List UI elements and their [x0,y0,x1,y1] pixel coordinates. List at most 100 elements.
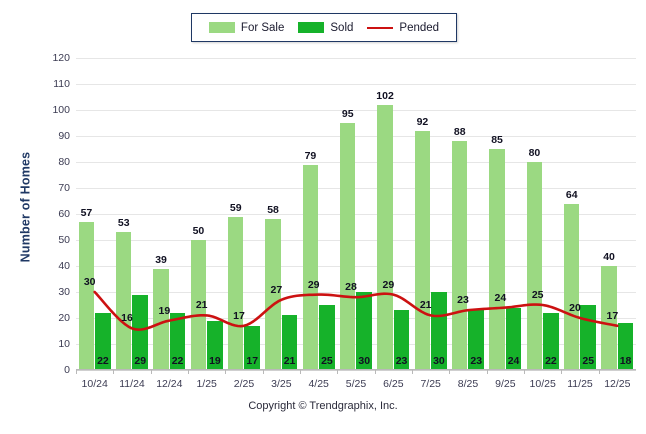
y-tick-label-80: 80 [58,156,70,168]
x-tick-mark [337,370,339,374]
x-tick-label-11-25: 11/25 [567,378,593,390]
data-label-pended: 17 [233,309,245,322]
gridline-10 [76,344,636,345]
data-label-for-sale: 92 [416,115,429,128]
data-label-pended: 20 [569,302,581,314]
bar-for-sale[interactable] [115,232,132,370]
data-label-pended: 16 [121,312,133,325]
y-tick-label-70: 70 [58,182,70,194]
data-label-for-sale: 102 [376,89,394,102]
data-label-pended: 29 [382,278,395,291]
y-tick-label-30: 30 [58,286,70,298]
gridline-50 [76,240,636,241]
x-tick-label-9-25: 9/25 [495,378,516,390]
data-label-sold: 22 [97,355,109,367]
y-tick-label-120: 120 [52,52,70,64]
bar-group: 92 30 [412,58,449,370]
x-tick-label-10-25: 10/25 [529,378,556,390]
data-label-pended: 19 [158,304,171,317]
bar-group: 95 30 [337,58,374,370]
bar-for-sale[interactable] [526,162,543,370]
gridline-90 [76,136,636,137]
data-label-pended: 23 [457,294,469,307]
x-tick-label-10-24: 10/24 [81,378,108,390]
x-tick-mark [76,370,77,374]
bar-for-sale[interactable] [302,164,319,370]
legend-item-sold[interactable]: Sold [298,22,353,34]
bar-group: 59 17 [225,58,262,370]
bar-for-sale[interactable] [227,216,244,370]
bar-sold[interactable] [207,320,223,370]
chart-legend: For Sale Sold Pended [191,13,457,42]
x-tick-mark [598,370,600,374]
gridline-100 [76,110,636,111]
legend-swatch-sold-icon [298,22,325,33]
data-label-sold: 22 [545,355,557,367]
bar-for-sale[interactable] [414,130,431,370]
x-tick-mark [113,370,115,374]
data-label-pended: 17 [606,309,619,322]
x-tick-mark [524,370,525,374]
y-tick-label-110: 110 [53,78,70,90]
legend-item-pended[interactable]: Pended [367,22,439,34]
y-axis-title-text: Number of Homes [18,151,32,263]
x-tick-label-3-25: 3/25 [271,378,292,390]
data-label-sold: 23 [395,355,408,367]
bar-group: 58 21 [263,58,300,370]
data-label-for-sale: 50 [192,225,205,237]
bar-group: 80 22 [524,58,561,370]
x-tick-label-7-25: 7/25 [420,378,441,390]
data-label-sold: 21 [283,355,296,367]
gridline-80 [76,162,636,163]
bar-group: 102 23 [375,58,412,370]
x-axis-line [76,369,636,370]
y-tick-label-60: 60 [58,208,70,220]
bar-for-sale[interactable] [78,221,95,370]
y-tick-label-40: 40 [58,260,70,272]
bar-for-sale[interactable] [563,203,580,370]
gridline-110 [76,84,636,85]
x-tick-mark [262,370,264,374]
bar-group: 79 25 [300,58,337,370]
x-tick-mark [449,370,451,374]
bar-group: 64 25 [561,58,598,370]
y-tick-label-90: 90 [58,130,70,142]
bar-sold[interactable] [617,323,634,370]
x-tick-label-1-25: 1/25 [196,378,217,390]
data-label-for-sale: 53 [117,217,130,230]
x-tick-mark [188,370,189,374]
legend-label-pended: Pended [399,21,440,34]
data-label-for-sale: 88 [453,126,466,139]
data-label-for-sale: 39 [155,253,167,266]
x-tick-mark [561,370,563,374]
bar-for-sale[interactable] [489,149,505,370]
data-label-sold: 30 [358,355,371,367]
data-label-sold: 18 [619,355,632,367]
x-tick-mark [374,370,376,374]
x-tick-mark [225,370,227,374]
bar-for-sale[interactable] [153,268,169,370]
legend-line-pended-icon [367,26,394,29]
data-label-for-sale: 79 [304,149,317,162]
gridline-70 [76,188,636,189]
bar-for-sale[interactable] [377,104,393,370]
bar-for-sale[interactable] [339,123,356,370]
data-label-sold: 25 [582,355,595,367]
bar-sold[interactable] [244,325,260,370]
data-label-pended: 29 [307,278,320,291]
data-label-sold: 30 [433,355,445,367]
x-tick-label-8-25: 8/25 [457,378,479,390]
bar-group: 85 24 [487,58,524,370]
x-tick-label-5-25: 5/25 [345,378,367,390]
data-label-pended: 25 [531,289,544,301]
y-tick-label-50: 50 [58,234,70,246]
x-tick-label-11-24: 11/24 [119,378,145,390]
bar-for-sale[interactable] [451,141,468,370]
legend-label-sold: Sold [330,21,354,34]
x-tick-mark [150,370,152,374]
legend-item-for-sale[interactable]: For Sale [208,22,284,34]
data-label-pended: 21 [419,299,432,312]
data-label-pended: 21 [195,299,208,312]
x-tick-mark [412,370,413,374]
data-label-for-sale: 64 [565,188,578,201]
